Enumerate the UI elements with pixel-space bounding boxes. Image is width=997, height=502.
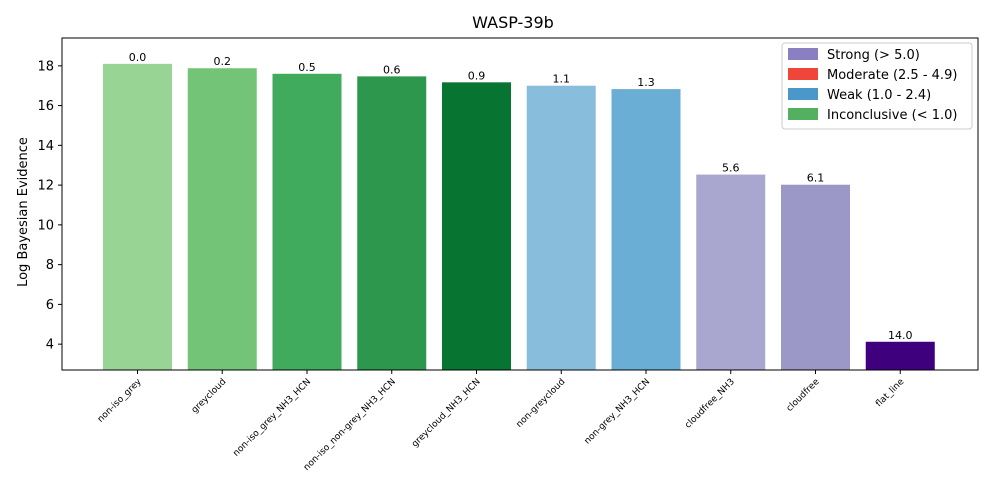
y-tick-label: 10 <box>37 218 54 233</box>
legend-swatch <box>788 68 818 80</box>
x-tick-label: non-grey_NH3_HCN <box>583 377 652 446</box>
y-tick-label: 6 <box>46 298 54 313</box>
y-tick-label: 16 <box>37 99 54 114</box>
x-axis: non-iso_grey greycloud non-iso_grey_NH3_HC… <box>96 370 907 473</box>
bar-value-label: 6.1 <box>807 172 825 185</box>
y-tick-label: 4 <box>46 338 54 353</box>
chart-title: WASP-39b <box>472 13 554 32</box>
bar-labels-group: 0.0 0.2 0.5 0.6 0.9 1.1 1.3 5.6 6.1 14.0 <box>129 51 913 342</box>
bar-cloudfree_NH3 <box>696 174 766 370</box>
legend-label: Inconclusive (< 1.0) <box>827 108 957 123</box>
bar-value-label: 1.1 <box>553 73 571 86</box>
bar-non-iso_non-grey_NH3_HCN <box>357 76 427 370</box>
y-tick-label: 18 <box>37 59 54 74</box>
y-tick-label: 8 <box>46 258 54 273</box>
bar-value-label: 5.6 <box>722 162 740 175</box>
bar-value-label: 0.9 <box>468 69 486 82</box>
x-tick-label: non-iso_non-grey_NH3_HCN <box>302 377 398 473</box>
legend-label: Moderate (2.5 - 4.9) <box>827 68 957 83</box>
legend-box <box>781 42 973 130</box>
y-tick-label: 12 <box>37 179 54 194</box>
x-tick-label: non-greycloud <box>515 377 568 430</box>
y-axis: 4 6 8 10 12 14 16 18 <box>37 59 62 353</box>
y-tick-label: 14 <box>37 139 54 154</box>
bar-cloudfree <box>781 184 850 370</box>
legend: Strong (> 5.0) Moderate (2.5 - 4.9) Weak (… <box>781 42 973 130</box>
bars-group <box>103 63 935 371</box>
x-tick-label: flat_line <box>874 377 906 409</box>
bar-greycloud <box>187 68 257 371</box>
bar-flat_line <box>865 341 935 370</box>
legend-swatch <box>788 48 818 60</box>
legend-swatch <box>788 88 818 100</box>
x-tick-label: greycloud <box>190 377 229 416</box>
bar-value-label: 0.2 <box>214 55 232 68</box>
bar-value-label: 0.6 <box>383 63 401 76</box>
bar-non-iso_grey <box>103 63 172 371</box>
y-axis-label: Log Bayesian Evidence <box>16 137 31 287</box>
bar-greycloud_NH3_HCN <box>442 82 511 370</box>
legend-label: Weak (1.0 - 2.4) <box>827 88 931 103</box>
x-tick-label: cloudfree_NH3 <box>683 377 737 431</box>
bar-non-greycloud <box>526 85 596 370</box>
bar-value-label: 1.3 <box>637 76 655 89</box>
bar-non-grey_NH3_HCN <box>611 89 681 370</box>
legend-label: Strong (> 5.0) <box>827 48 920 63</box>
plot-frame <box>61 37 979 371</box>
x-tick-label: cloudfree <box>785 377 822 414</box>
x-tick-label: non-iso_grey_NH3_HCN <box>231 377 313 459</box>
legend-swatch <box>788 108 818 120</box>
bar-value-label: 0.0 <box>129 51 147 64</box>
bar-non-iso_grey_NH3_HCN <box>272 73 342 371</box>
x-tick-label: non-iso_grey <box>96 377 144 425</box>
bar-value-label: 0.5 <box>298 61 316 74</box>
bar-value-label: 14.0 <box>888 329 913 342</box>
x-tick-label: greycloud_NH3_HCN <box>410 377 482 449</box>
